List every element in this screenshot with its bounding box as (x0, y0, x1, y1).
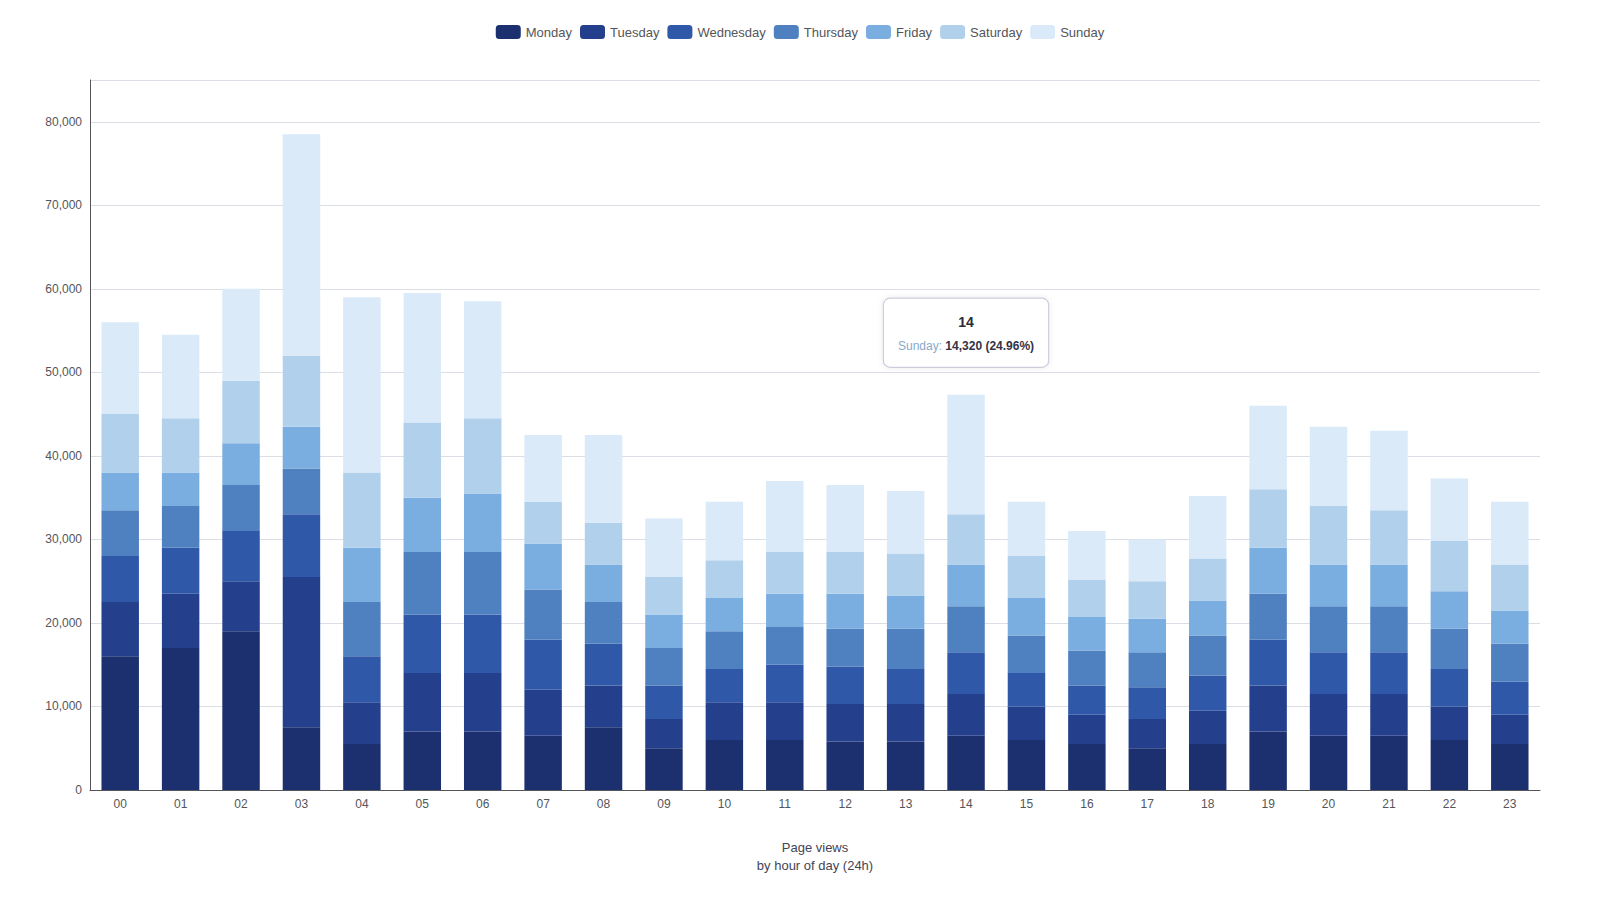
svg-text:50,000: 50,000 (45, 365, 82, 379)
svg-text:40,000: 40,000 (45, 449, 82, 463)
svg-text:Saturday: Saturday (970, 25, 1023, 40)
svg-text:16: 16 (1080, 797, 1094, 811)
svg-text:13: 13 (899, 797, 913, 811)
svg-text:03: 03 (295, 797, 309, 811)
svg-text:Monday: Monday (526, 25, 573, 40)
svg-text:01: 01 (174, 797, 188, 811)
svg-text:Sunday:: Sunday: (898, 339, 942, 353)
svg-text:10,000: 10,000 (45, 699, 82, 713)
svg-text:22: 22 (1443, 797, 1457, 811)
svg-text:Sunday: Sunday (1060, 25, 1105, 40)
svg-text:Wednesday: Wednesday (697, 25, 766, 40)
svg-text:14,320 (24.96%): 14,320 (24.96%) (945, 339, 1034, 353)
svg-text:00: 00 (114, 797, 128, 811)
svg-text:18: 18 (1201, 797, 1215, 811)
svg-text:10: 10 (718, 797, 732, 811)
svg-text:23: 23 (1503, 797, 1517, 811)
svg-text:20: 20 (1322, 797, 1336, 811)
svg-text:Thursday: Thursday (804, 25, 859, 40)
svg-text:19: 19 (1261, 797, 1275, 811)
svg-text:14: 14 (959, 797, 973, 811)
svg-text:Friday: Friday (896, 25, 933, 40)
svg-text:70,000: 70,000 (45, 198, 82, 212)
svg-text:60,000: 60,000 (45, 282, 82, 296)
svg-text:04: 04 (355, 797, 369, 811)
svg-text:05: 05 (416, 797, 430, 811)
svg-text:0: 0 (75, 783, 82, 797)
svg-text:Page views: Page views (782, 840, 849, 855)
svg-text:17: 17 (1141, 797, 1155, 811)
svg-text:by hour of day (24h): by hour of day (24h) (757, 858, 873, 873)
svg-text:02: 02 (234, 797, 248, 811)
svg-text:12: 12 (839, 797, 853, 811)
svg-text:80,000: 80,000 (45, 115, 82, 129)
svg-text:06: 06 (476, 797, 490, 811)
svg-text:08: 08 (597, 797, 611, 811)
svg-text:11: 11 (779, 797, 792, 811)
svg-text:14: 14 (958, 314, 974, 330)
svg-text:07: 07 (536, 797, 550, 811)
svg-text:09: 09 (657, 797, 671, 811)
svg-text:15: 15 (1020, 797, 1034, 811)
svg-text:21: 21 (1382, 797, 1396, 811)
svg-text:20,000: 20,000 (45, 616, 82, 630)
svg-text:Tuesday: Tuesday (610, 25, 660, 40)
svg-text:30,000: 30,000 (45, 532, 82, 546)
